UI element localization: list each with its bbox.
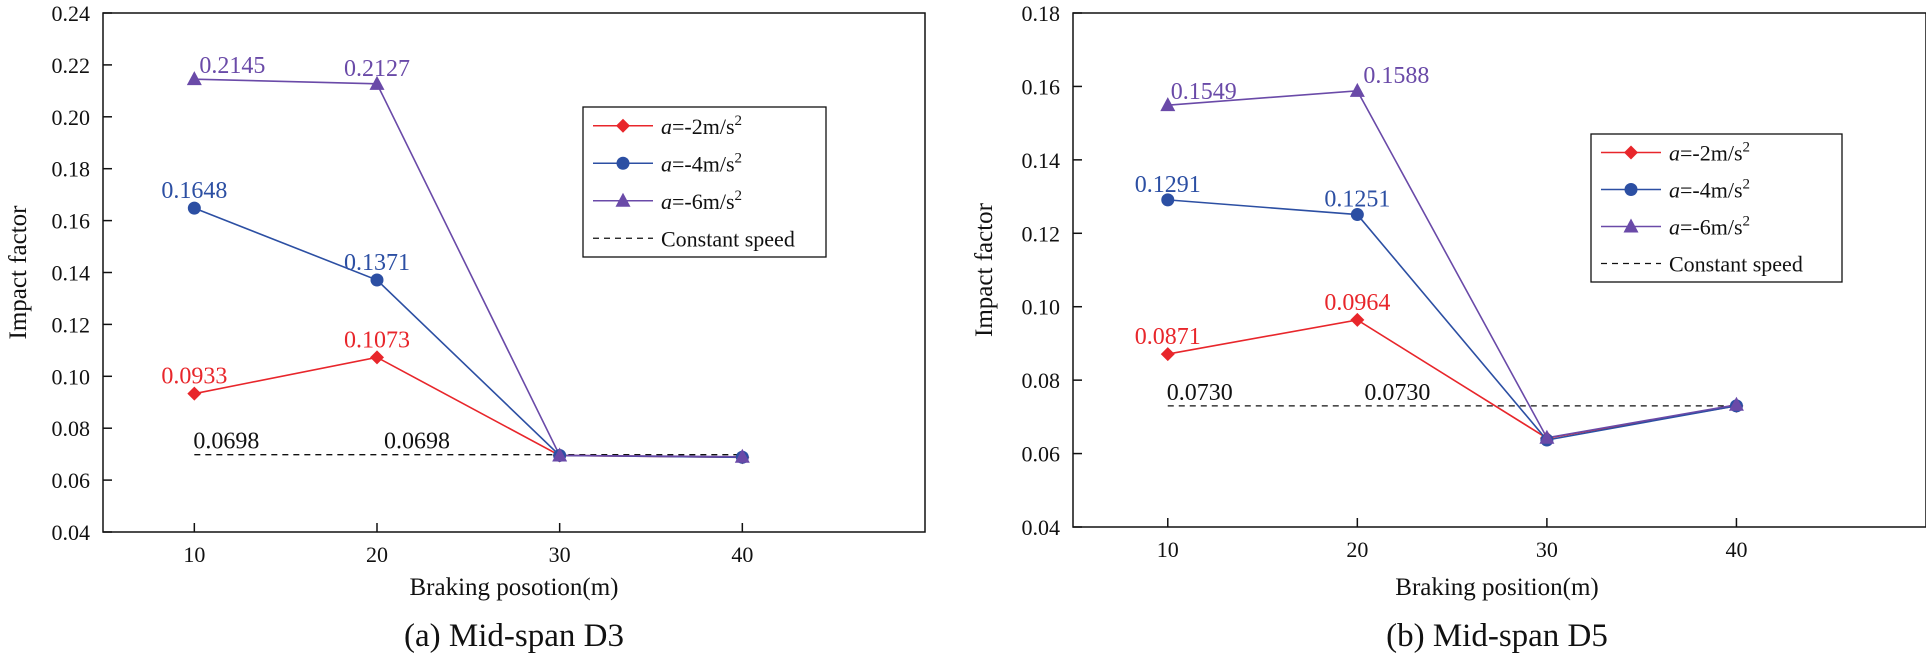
y-tick-label: 0.18 bbox=[1022, 1, 1061, 26]
data-point-diamond bbox=[1350, 312, 1365, 327]
data-label: 0.2127 bbox=[344, 56, 410, 82]
y-tick-label: 0.06 bbox=[52, 468, 91, 493]
data-point-diamond bbox=[1160, 347, 1175, 362]
y-tick-label: 0.16 bbox=[52, 209, 91, 234]
data-point-triangle bbox=[552, 447, 568, 462]
y-tick-label: 0.10 bbox=[1022, 295, 1061, 320]
data-label: 0.1588 bbox=[1363, 63, 1429, 89]
legend-label: a=-4m/s2 bbox=[661, 150, 742, 176]
data-point-circle bbox=[370, 273, 384, 287]
data-point-triangle bbox=[369, 75, 385, 90]
x-tick-label: 40 bbox=[731, 542, 753, 567]
y-tick-label: 0.08 bbox=[1022, 368, 1061, 393]
y-tick-label: 0.20 bbox=[52, 105, 91, 130]
y-tick-label: 0.14 bbox=[1022, 148, 1061, 173]
data-point-triangle bbox=[186, 71, 202, 86]
data-point-triangle bbox=[1539, 429, 1555, 444]
chart-a: 0.04 0.06 0.08 0.10 0.12 0.14 0.16 0.18 0.20 0.22… bbox=[5, 1, 926, 654]
legend-label: a=-6m/s2 bbox=[1669, 214, 1750, 240]
data-label: 0.0933 bbox=[161, 364, 227, 390]
constant-speed-label: 0.0698 bbox=[384, 429, 450, 455]
y-tick-label: 0.06 bbox=[1022, 442, 1061, 467]
x-tick-label: 10 bbox=[1157, 537, 1179, 562]
legend-label: a=-2m/s2 bbox=[1669, 140, 1750, 166]
legend-label: Constant speed bbox=[661, 226, 795, 251]
legend-label: Constant speed bbox=[1669, 252, 1803, 277]
legend-box bbox=[1590, 133, 1843, 283]
legend-marker-diamond bbox=[1624, 145, 1638, 160]
series-line-triangle bbox=[194, 78, 743, 458]
data-point-triangle bbox=[734, 448, 750, 463]
legend-marker-triangle bbox=[615, 192, 631, 207]
x-tick-label: 30 bbox=[1536, 537, 1558, 562]
y-tick-label: 0.22 bbox=[52, 53, 91, 78]
x-tick-label: 20 bbox=[1346, 537, 1368, 562]
legend-marker-circle bbox=[616, 156, 630, 170]
legend-marker-diamond bbox=[616, 118, 630, 133]
constant-speed-label: 0.0698 bbox=[193, 429, 259, 455]
data-label: 0.1291 bbox=[1135, 172, 1201, 198]
y-axis-label: Impact factor bbox=[971, 202, 998, 337]
y-tick-label: 0.12 bbox=[52, 312, 91, 337]
y-tick-label: 0.24 bbox=[52, 1, 91, 26]
legend-marker-circle bbox=[1624, 183, 1638, 196]
data-point-triangle bbox=[1349, 82, 1365, 97]
constant-speed-label: 0.0730 bbox=[1364, 380, 1430, 406]
series-line-triangle bbox=[1167, 89, 1737, 439]
y-tick-label: 0.10 bbox=[52, 364, 91, 389]
y-tick-label: 0.18 bbox=[52, 157, 91, 182]
y-tick-label: 0.14 bbox=[52, 261, 91, 286]
data-point-circle bbox=[1161, 193, 1175, 207]
data-label: 0.0964 bbox=[1324, 290, 1390, 316]
x-tick-label: 10 bbox=[183, 542, 205, 567]
legend-marker-triangle bbox=[1623, 218, 1639, 233]
data-label: 0.2145 bbox=[199, 53, 265, 79]
x-axis-label: Braking position(m) bbox=[1395, 574, 1598, 601]
panel-caption: (a) Mid-span D3 bbox=[404, 618, 624, 654]
plot-frame bbox=[1072, 12, 1926, 528]
chart-b: 0.04 0.06 0.08 0.10 0.12 0.14 0.16 0.18 10 20 30 40… bbox=[971, 1, 1926, 654]
data-label: 0.1073 bbox=[344, 327, 410, 353]
legend-label: a=-2m/s2 bbox=[661, 113, 742, 139]
data-point-diamond bbox=[370, 350, 384, 365]
x-tick-label: 40 bbox=[1725, 537, 1747, 562]
x-tick-label: 30 bbox=[549, 542, 571, 567]
y-tick-label: 0.04 bbox=[52, 520, 91, 545]
data-label: 0.1371 bbox=[344, 250, 410, 276]
data-label: 0.1648 bbox=[161, 178, 227, 204]
data-point-triangle bbox=[1728, 396, 1744, 411]
constant-speed-label: 0.0730 bbox=[1167, 380, 1233, 406]
data-point-circle bbox=[1350, 208, 1364, 222]
data-label: 0.1251 bbox=[1324, 187, 1390, 213]
data-label: 0.1549 bbox=[1171, 79, 1237, 105]
panel-caption: (b) Mid-span D5 bbox=[1386, 618, 1608, 654]
data-label: 0.0871 bbox=[1135, 324, 1201, 350]
y-tick-label: 0.12 bbox=[1022, 221, 1061, 246]
series-line-circle bbox=[1167, 199, 1737, 441]
y-tick-label: 0.08 bbox=[52, 416, 91, 441]
data-point-triangle bbox=[1160, 97, 1176, 112]
data-point-circle bbox=[187, 201, 201, 215]
y-tick-label: 0.16 bbox=[1022, 74, 1061, 99]
series-line-diamond bbox=[194, 356, 743, 459]
legend-label: a=-4m/s2 bbox=[1669, 177, 1750, 203]
data-point-diamond bbox=[187, 386, 202, 401]
x-axis-label: Braking posotion(m) bbox=[409, 574, 618, 601]
y-tick-label: 0.04 bbox=[1022, 515, 1061, 540]
legend-label: a=-6m/s2 bbox=[661, 188, 742, 214]
y-axis-label: Impact factor bbox=[5, 205, 32, 340]
x-tick-label: 20 bbox=[366, 542, 388, 567]
